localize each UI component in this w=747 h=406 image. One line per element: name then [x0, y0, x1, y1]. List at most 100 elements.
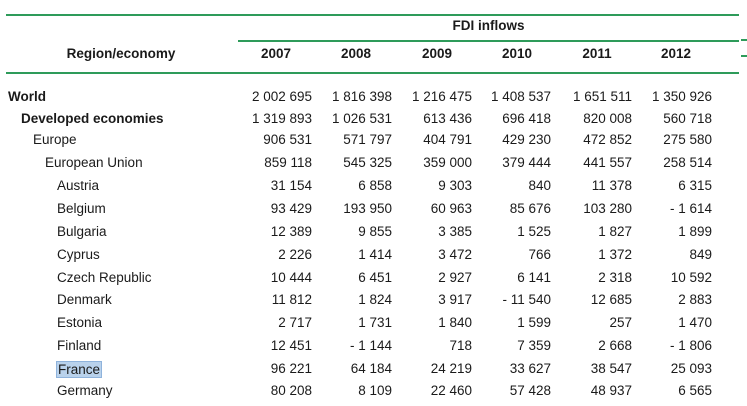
cell-2008: 1 414 — [358, 247, 392, 262]
row-label: European Union — [45, 155, 143, 170]
table-row-developed-economies: Developed economies 1 319 893 1 026 531 … — [0, 111, 747, 133]
row-label: Developed economies — [21, 111, 164, 126]
cell-2010: - 11 540 — [502, 292, 551, 307]
cell-2008: 64 184 — [350, 361, 392, 376]
cell-2012: 275 580 — [663, 132, 712, 147]
cell-2009: 359 000 — [423, 155, 472, 170]
cell-2012: 849 — [689, 247, 712, 262]
cell-2012: 1 470 — [678, 315, 712, 330]
row-label: Europe — [33, 132, 77, 147]
cell-2009: 3 917 — [438, 292, 472, 307]
cell-2010: 766 — [528, 247, 551, 262]
table-row-france: France 96 221 64 184 24 219 33 627 38 54… — [0, 361, 747, 383]
cell-2011: 2 668 — [598, 338, 632, 353]
cell-2007: 11 812 — [271, 292, 312, 307]
cell-2010: 6 141 — [517, 270, 551, 285]
cell-2011: 1 651 511 — [572, 89, 632, 104]
cell-2011: 2 318 — [598, 270, 632, 285]
year-header-2008: 2008 — [340, 46, 372, 61]
cell-2010: 1 599 — [517, 315, 551, 330]
cell-2011: 441 557 — [583, 155, 632, 170]
row-label: Bulgaria — [57, 224, 107, 239]
cell-2009: 22 460 — [430, 383, 472, 398]
row-label: Austria — [57, 178, 100, 193]
cell-2011: 1 372 — [598, 247, 632, 262]
cell-2010: 1 408 537 — [490, 89, 551, 104]
row-label: Belgium — [57, 201, 106, 216]
cell-2009: 2 927 — [438, 270, 472, 285]
fdi-inflows-title: FDI inflows — [452, 18, 525, 33]
cell-2010: 33 627 — [509, 361, 551, 376]
cell-2010: 840 — [528, 178, 551, 193]
cell-2010: 57 428 — [509, 383, 551, 398]
cell-2009: 1 216 475 — [411, 89, 472, 104]
year-header-2012: 2012 — [660, 46, 692, 61]
table-row-europe: Europe 906 531 571 797 404 791 429 230 4… — [0, 132, 747, 154]
row-label: Cyprus — [57, 247, 100, 262]
cell-2007: 96 221 — [270, 361, 312, 376]
cell-2010: 379 444 — [502, 155, 551, 170]
cell-2010: 7 359 — [517, 338, 551, 353]
cell-2011: 11 378 — [591, 178, 632, 193]
cell-2008: 6 451 — [358, 270, 392, 285]
cell-2008: 8 109 — [358, 383, 392, 398]
cell-2010: 429 230 — [502, 132, 551, 147]
cell-2012: 1 350 926 — [651, 89, 712, 104]
row-label: Czech Republic — [57, 270, 152, 285]
cell-2007: 12 389 — [270, 224, 312, 239]
cell-2007: 93 429 — [270, 201, 312, 216]
cell-2007: 10 444 — [270, 270, 312, 285]
table-row-finland: Finland 12 451 - 1 144 718 7 359 2 668 -… — [0, 338, 747, 360]
cell-2011: 472 852 — [583, 132, 632, 147]
year-header-2010: 2010 — [501, 46, 533, 61]
cell-2011: 1 827 — [598, 224, 632, 239]
cell-2011: 257 — [609, 315, 632, 330]
cell-2012: 10 592 — [670, 270, 712, 285]
cell-2007: 80 208 — [270, 383, 312, 398]
fdi-header-rule — [238, 40, 739, 42]
cell-2012: 258 514 — [663, 155, 712, 170]
cell-2009: 60 963 — [430, 201, 472, 216]
cell-2008: 545 325 — [343, 155, 392, 170]
edge-rule-fragment — [741, 39, 747, 41]
year-header-2009: 2009 — [421, 46, 453, 61]
year-header-2007: 2007 — [260, 46, 292, 61]
table-row-cyprus: Cyprus 2 226 1 414 3 472 766 1 372 849 — [0, 247, 747, 269]
cell-2008: 571 797 — [343, 132, 392, 147]
row-label: Estonia — [57, 315, 103, 330]
table-row-world: World 2 002 695 1 816 398 1 216 475 1 40… — [0, 89, 747, 111]
table-header-bottom-rule — [6, 72, 739, 74]
row-label: World — [8, 89, 46, 104]
cell-2007: 2 226 — [278, 247, 312, 262]
cell-2011: 12 685 — [590, 292, 632, 307]
cell-2010: 1 525 — [517, 224, 551, 239]
cell-2012: 1 899 — [678, 224, 712, 239]
cell-2008: 6 858 — [358, 178, 392, 193]
row-label-selected[interactable]: France — [56, 361, 103, 378]
cell-2011: 103 280 — [583, 201, 632, 216]
row-label: Finland — [57, 338, 102, 353]
cell-2007: 2 002 695 — [251, 89, 312, 104]
cell-2010: 696 418 — [502, 111, 551, 126]
table-row-belgium: Belgium 93 429 193 950 60 963 85 676 103… — [0, 201, 747, 223]
cell-2008: 193 950 — [343, 201, 392, 216]
cell-2009: 9 303 — [438, 178, 472, 193]
cell-2011: 820 008 — [583, 111, 632, 126]
cell-2009: 613 436 — [423, 111, 472, 126]
edge-rule-fragment — [741, 55, 747, 57]
cell-2012: 2 883 — [678, 292, 712, 307]
table-row-denmark: Denmark 11 812 1 824 3 917 - 11 540 12 6… — [0, 292, 747, 314]
cell-2008: - 1 144 — [349, 338, 392, 353]
cell-2012: - 1 806 — [669, 338, 712, 353]
cell-2007: 906 531 — [263, 132, 312, 147]
table-row-austria: Austria 31 154 6 858 9 303 840 11 378 6 … — [0, 178, 747, 200]
row-label: Denmark — [57, 292, 112, 307]
region-economy-header: Region/economy — [66, 46, 176, 61]
cell-2007: 2 717 — [278, 315, 312, 330]
cell-2012: 560 718 — [663, 111, 712, 126]
cell-2009: 404 791 — [423, 132, 472, 147]
cell-2009: 3 385 — [438, 224, 472, 239]
cell-2012: 25 093 — [670, 361, 712, 376]
cell-2007: 31 154 — [270, 178, 312, 193]
table-top-rule — [6, 14, 739, 16]
